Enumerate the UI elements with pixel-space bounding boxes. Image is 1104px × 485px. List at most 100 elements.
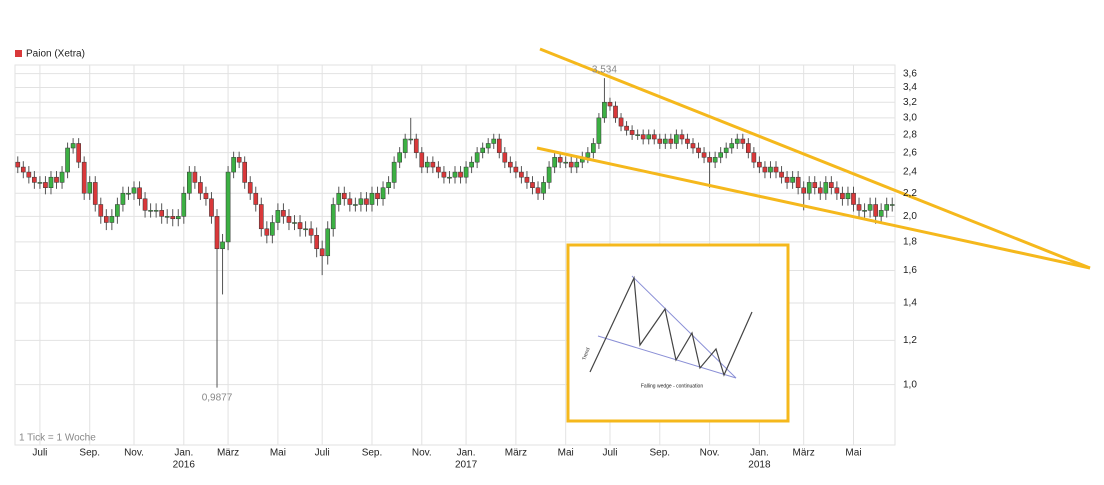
candle-body xyxy=(198,182,203,194)
x-year-label: 2017 xyxy=(455,460,478,471)
x-tick-label: Mai xyxy=(558,448,574,459)
x-tick-label: Mai xyxy=(270,448,286,459)
candle-body xyxy=(817,187,823,194)
x-year-label: 2018 xyxy=(748,460,771,471)
candle-body xyxy=(524,176,530,183)
x-tick-label: Mai xyxy=(845,448,861,459)
inset-caption: Falling wedge - continuation xyxy=(641,383,703,389)
candle-body xyxy=(175,216,181,220)
y-tick-label: 2,8 xyxy=(903,129,917,140)
candle-body xyxy=(624,125,629,131)
candle-body xyxy=(303,228,308,231)
y-tick-label: 3,4 xyxy=(903,82,917,93)
candle-body xyxy=(109,216,115,223)
candle-body xyxy=(712,157,718,163)
y-tick-label: 3,0 xyxy=(903,113,917,124)
candle-body xyxy=(740,138,746,144)
candle-body xyxy=(142,198,148,211)
candle-body xyxy=(502,152,508,163)
y-tick-label: 2,0 xyxy=(903,211,917,222)
candle-body xyxy=(718,152,723,158)
x-tick-label: Nov. xyxy=(412,448,432,459)
candle-body xyxy=(225,171,231,243)
candle-body xyxy=(253,192,259,205)
candle-body xyxy=(87,182,93,194)
candle-body xyxy=(347,198,353,205)
candle-body xyxy=(790,176,795,183)
candle-body xyxy=(674,134,679,144)
candle-body xyxy=(746,143,751,153)
candle-body xyxy=(59,171,65,183)
x-tick-label: Sep. xyxy=(79,448,100,459)
annotation: 0,9877 xyxy=(202,392,233,403)
candle-body xyxy=(513,166,519,173)
x-year-label: 2016 xyxy=(173,460,196,471)
candle-body xyxy=(37,182,43,184)
x-tick-label: Nov. xyxy=(124,448,144,459)
candle-body xyxy=(651,134,657,140)
candle-body xyxy=(270,222,275,236)
candle-body xyxy=(181,192,187,217)
y-tick-label: 1,8 xyxy=(903,237,917,248)
candle-body xyxy=(519,171,524,178)
candle-body xyxy=(607,101,613,107)
candle-body xyxy=(823,182,829,194)
candle-body xyxy=(884,204,890,211)
candle-body xyxy=(231,157,236,173)
x-tick-label: März xyxy=(217,448,239,459)
candle-body xyxy=(640,134,646,140)
candle-body xyxy=(209,198,214,217)
annotation: 3,534 xyxy=(592,65,617,76)
candle-body xyxy=(784,176,790,183)
candle-body xyxy=(563,161,569,164)
candle-body xyxy=(635,134,640,136)
inset: Falling wedge - continuation Trend xyxy=(566,243,790,423)
x-tick-label: Juli xyxy=(32,448,47,459)
candle-body xyxy=(402,138,408,153)
candle-body xyxy=(685,138,690,144)
candle-body xyxy=(164,216,170,218)
candle-body xyxy=(137,187,142,200)
candle-body xyxy=(297,222,303,230)
candle-body xyxy=(690,143,696,149)
candle-body xyxy=(26,171,32,178)
trend-lines xyxy=(536,47,1091,270)
y-tick-label: 1,0 xyxy=(903,379,917,390)
candle-body xyxy=(314,235,319,250)
candle-body xyxy=(380,187,386,200)
candle-body xyxy=(757,161,762,168)
candle-body xyxy=(568,161,574,168)
candle-body xyxy=(319,248,325,257)
candle-body xyxy=(65,147,70,173)
y-tick-label: 1,2 xyxy=(903,335,917,346)
candle-body xyxy=(258,204,264,230)
candle-body xyxy=(48,176,54,188)
candle-body xyxy=(292,222,297,224)
candle-body xyxy=(120,192,126,205)
x-tick-label: Juli xyxy=(315,448,330,459)
x-tick-label: Sep. xyxy=(649,448,670,459)
candle-body xyxy=(103,216,109,223)
candle-body xyxy=(707,157,712,163)
candle-body xyxy=(115,204,120,217)
candle-body xyxy=(330,204,336,230)
candle-body xyxy=(170,216,176,220)
candle-body xyxy=(812,182,818,188)
candle-body xyxy=(159,210,164,217)
candle-body xyxy=(552,157,557,168)
candle-body xyxy=(341,192,347,200)
candle-body xyxy=(425,161,430,168)
candle-body xyxy=(873,204,878,217)
x-tick-label: März xyxy=(793,448,815,459)
x-tick-label: Sep. xyxy=(362,448,383,459)
y-tick-label: 3,6 xyxy=(903,68,917,79)
candle-body xyxy=(541,182,546,194)
candle-body xyxy=(131,187,137,194)
candle-body xyxy=(878,210,884,217)
candle-body xyxy=(92,182,98,205)
candle-body xyxy=(491,138,497,144)
candle-body xyxy=(469,161,474,168)
candle-body xyxy=(214,216,220,250)
candle-body xyxy=(187,171,192,194)
legend-swatch xyxy=(15,50,22,57)
